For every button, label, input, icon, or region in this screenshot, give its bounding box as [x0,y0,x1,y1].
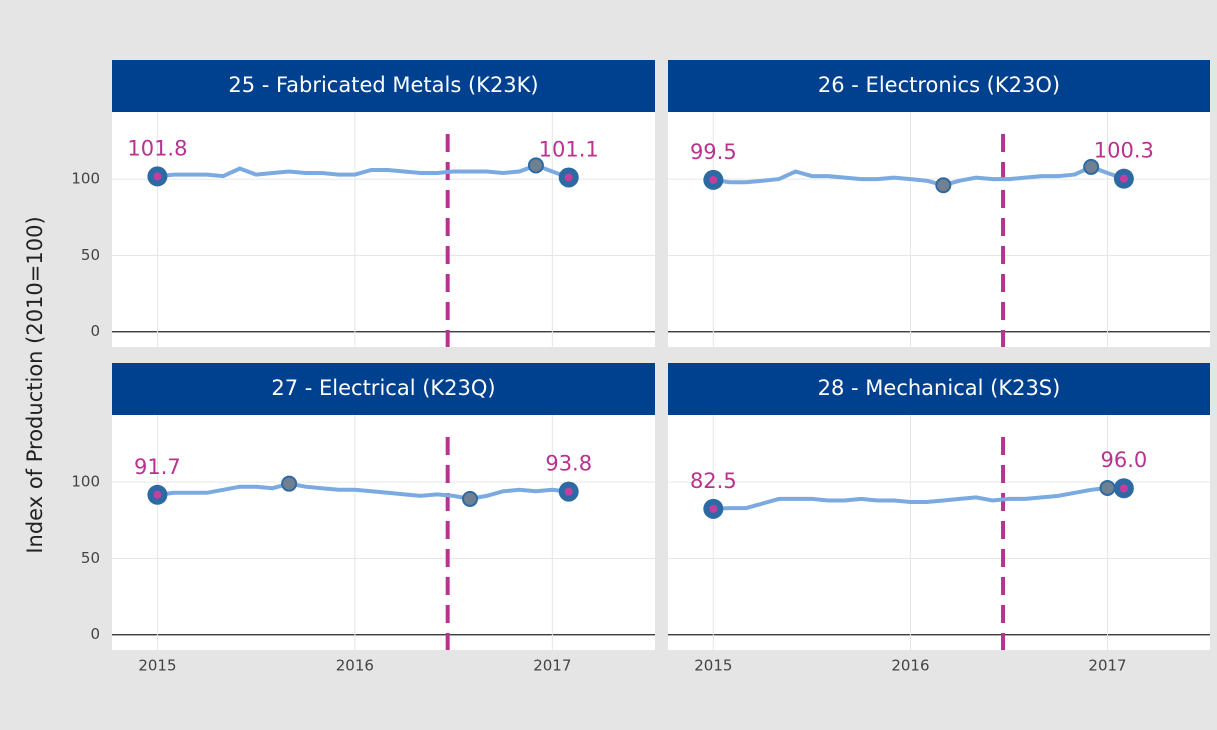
y-tick-label: 100 [71,170,100,188]
x-tick-label: 2016 [336,657,374,675]
y-tick-label: 50 [81,549,100,567]
x-tick-label: 2017 [1088,657,1126,675]
end-point-center [1119,174,1128,183]
data-label: 93.8 [545,452,592,476]
end-point-center [153,172,162,181]
strip [112,60,655,112]
x-tick-label: 2016 [891,657,929,675]
line [157,481,569,501]
panel [112,415,655,650]
panel-title: 27 - Electrical (K23Q) [271,376,495,400]
data-label: 101.8 [127,136,187,160]
data-label: 96.0 [1100,448,1147,472]
y-tick-label: 100 [71,473,100,491]
panel-title: 25 - Fabricated Metals (K23K) [228,73,538,97]
line [713,164,1125,188]
x-tick-label: 2017 [533,657,571,675]
end-point-center [709,175,718,184]
extreme-point [1083,158,1100,175]
y-tick-label: 0 [90,625,100,643]
extreme-point [527,157,544,174]
data-label: 82.5 [690,469,737,493]
end-point-center [709,504,718,513]
end-point-center [564,487,573,496]
data-label: 91.7 [134,455,181,479]
end-point-center [1119,484,1128,493]
data-label: 101.1 [539,137,599,161]
data-label: 100.3 [1094,139,1154,163]
end-point-center [564,173,573,182]
extreme-point [461,490,478,507]
line [157,163,570,180]
panel [112,112,655,347]
panel-title: 28 - Mechanical (K23S) [818,376,1061,400]
panel [668,415,1210,650]
y-tick-label: 50 [81,246,100,264]
x-tick-label: 2015 [138,657,176,675]
strip [668,363,1210,415]
extreme-point [281,475,298,492]
line [713,485,1124,511]
end-point-center [153,490,162,499]
data-label: 99.5 [690,140,737,164]
extreme-point [935,177,952,194]
extreme-point [1099,479,1116,496]
x-tick-label: 2015 [694,657,732,675]
panel-title: 26 - Electronics (K23O) [818,73,1060,97]
y-axis-label: Index of Production (2010=100) [23,216,47,553]
panel [668,112,1210,347]
strip [668,60,1210,112]
strip [112,363,655,415]
y-tick-label: 0 [90,322,100,340]
